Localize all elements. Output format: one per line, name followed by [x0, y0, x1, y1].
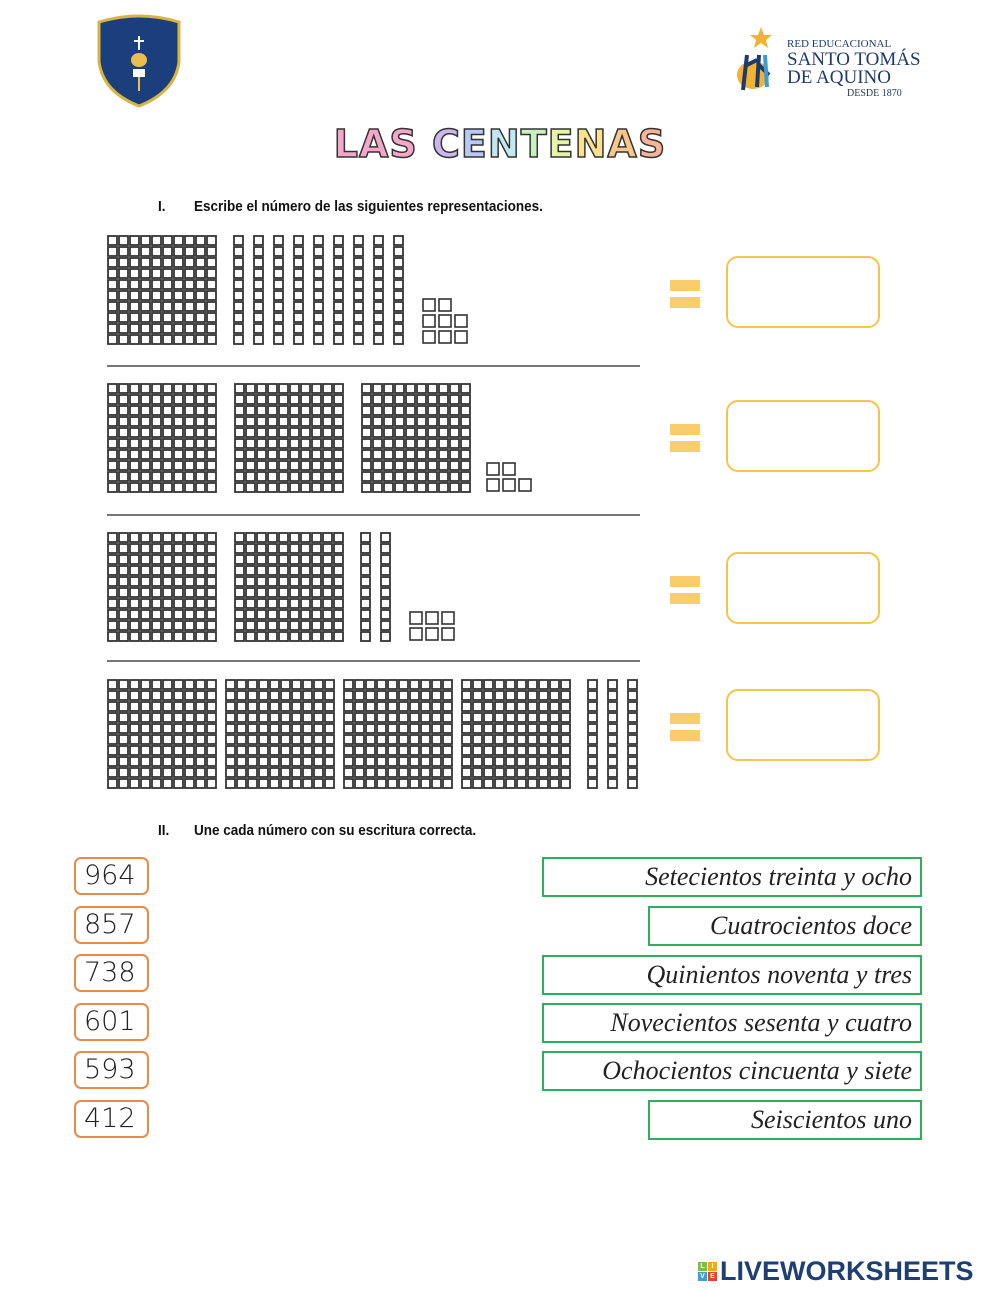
hundred-block — [107, 679, 217, 789]
unit-cube — [502, 462, 516, 476]
title-letter: A — [607, 121, 638, 167]
word-card[interactable]: Cuatrocientos doce — [648, 906, 922, 946]
unit-cube — [425, 611, 439, 625]
title-letter: T — [520, 121, 548, 167]
ten-rod — [333, 235, 344, 345]
ten-rod — [587, 679, 598, 789]
school-crest-logo — [97, 14, 181, 108]
unit-cube — [441, 627, 455, 641]
unit-cube — [486, 462, 500, 476]
word-card[interactable]: Seiscientos uno — [648, 1100, 922, 1140]
title-letter: A — [358, 121, 390, 167]
answer-box-2[interactable] — [726, 400, 880, 472]
section2-text: Une cada número con su escritura correct… — [194, 822, 477, 839]
number-card[interactable]: 964 — [74, 857, 149, 895]
ten-rod — [313, 235, 324, 345]
brand-text: LIVEWORKSHEETS — [720, 1256, 974, 1286]
hundred-block — [343, 679, 453, 789]
star-people-icon — [737, 27, 772, 91]
ten-rod — [627, 679, 638, 789]
hundred-block — [461, 679, 571, 789]
hundred-block — [225, 679, 335, 789]
ten-rod — [273, 235, 284, 345]
title-letter: N — [487, 121, 521, 167]
unit-cube — [422, 298, 436, 312]
logo-line3: DE AQUINO — [787, 67, 891, 88]
unit-cube — [409, 611, 423, 625]
ten-rod — [393, 235, 404, 345]
number-card[interactable]: 857 — [74, 906, 149, 944]
title-letter: L — [333, 121, 359, 167]
ten-rod — [353, 235, 364, 345]
section1-instruction: I. Escribe el número de las siguientes re… — [158, 198, 543, 215]
section1-text: Escribe el número de las siguientes repr… — [194, 198, 543, 215]
logo-line2: SANTO TOMÁS — [787, 49, 921, 70]
title-letter: E — [547, 121, 575, 167]
unit-cube — [438, 330, 452, 344]
section1-number: I. — [158, 198, 166, 215]
ten-rod — [373, 235, 384, 345]
ten-rod — [253, 235, 264, 345]
title-letter: C — [431, 121, 461, 167]
divider — [107, 365, 640, 367]
hundred-block — [107, 532, 217, 642]
word-card[interactable]: Ochocientos cincuenta y siete — [542, 1051, 922, 1091]
title-letter: S — [389, 121, 418, 167]
section2-instruction: II. Une cada número con su escritura corr… — [158, 822, 476, 839]
answer-box-4[interactable] — [726, 689, 880, 761]
unit-cube — [502, 478, 516, 492]
page-title: LAS CENTENAS — [0, 121, 1000, 167]
unit-cube — [486, 478, 500, 492]
base-ten-blocks — [107, 235, 638, 789]
ten-rod — [233, 235, 244, 345]
number-card[interactable]: 412 — [74, 1100, 149, 1138]
section2-number: II. — [158, 822, 170, 839]
hundred-block — [107, 235, 217, 345]
unit-cube — [409, 627, 423, 641]
ten-rod — [607, 679, 618, 789]
word-card[interactable]: Novecientos sesenta y cuatro — [542, 1003, 922, 1043]
ten-rod — [380, 532, 391, 642]
unit-cube — [438, 314, 452, 328]
santo-tomas-logo: RED EDUCACIONAL SANTO TOMÁS DE AQUINO DE… — [735, 25, 921, 105]
divider — [107, 514, 640, 516]
logo-line1: RED EDUCACIONAL — [787, 38, 892, 50]
title-letter: E — [460, 121, 488, 167]
number-card[interactable]: 601 — [74, 1003, 149, 1041]
hundred-block — [234, 532, 344, 642]
unit-cube — [425, 627, 439, 641]
unit-cube — [422, 314, 436, 328]
unit-cube — [438, 298, 452, 312]
unit-cube — [441, 611, 455, 625]
logo-line4: DESDE 1870 — [847, 88, 902, 99]
answer-box-1[interactable] — [726, 256, 880, 328]
ten-rod — [293, 235, 304, 345]
ten-rod — [360, 532, 371, 642]
unit-cube — [422, 330, 436, 344]
answer-box-3[interactable] — [726, 552, 880, 624]
number-card[interactable]: 593 — [74, 1051, 149, 1089]
hundred-block — [107, 383, 217, 493]
unit-cube — [454, 330, 468, 344]
equals-sign-icon — [670, 713, 700, 743]
unit-cube — [454, 314, 468, 328]
equals-sign-icon — [670, 424, 700, 454]
divider — [107, 660, 640, 662]
hundred-block — [361, 383, 471, 493]
equals-sign-icon — [670, 280, 700, 310]
equals-sign-icon — [670, 576, 700, 606]
word-card[interactable]: Setecientos treinta y ocho — [542, 857, 922, 897]
hundred-block — [234, 383, 344, 493]
word-card[interactable]: Quinientos noventa y tres — [542, 955, 922, 995]
unit-cube — [518, 478, 532, 492]
number-card[interactable]: 738 — [74, 954, 149, 992]
title-letter: N — [574, 121, 608, 167]
title-letter: S — [637, 121, 667, 167]
